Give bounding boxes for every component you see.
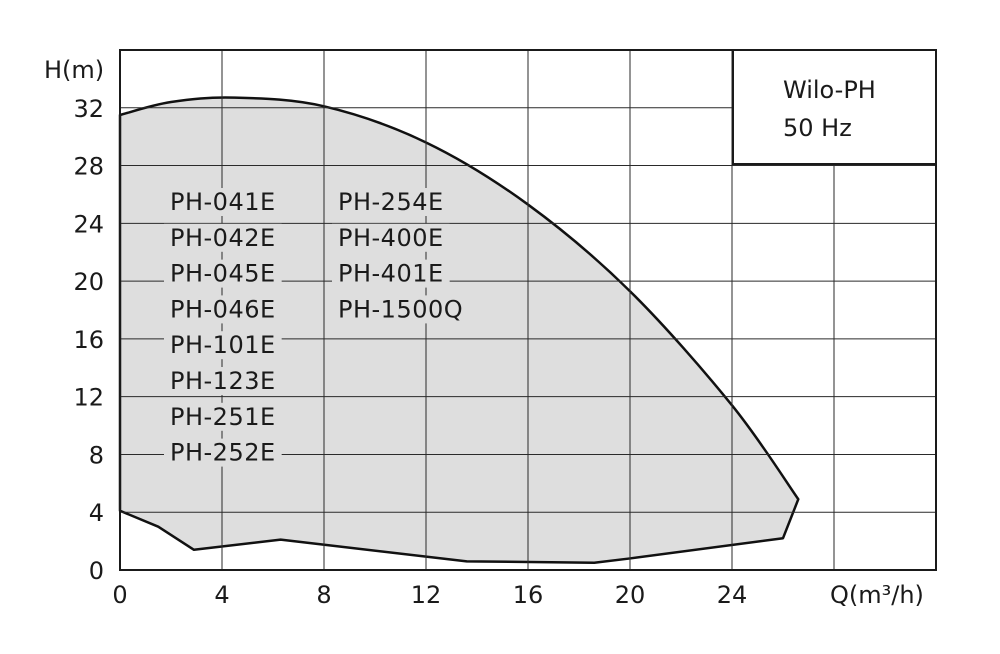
x-tick-label: 4: [214, 581, 229, 609]
info-box-frame: [732, 49, 937, 165]
model-label: PH-1500Q: [338, 295, 463, 323]
model-label-bg: [164, 259, 282, 288]
info-box: Wilo-PH 50 Hz: [732, 49, 937, 165]
y-tick-label: 20: [73, 268, 104, 296]
model-label: PH-254E: [338, 188, 444, 216]
y-tick-label: 0: [89, 557, 104, 585]
model-label-bg: [332, 188, 450, 216]
model-label: PH-042E: [170, 224, 276, 252]
model-label: PH-251E: [170, 403, 276, 431]
x-tick-label: 12: [411, 581, 442, 609]
model-label-bg: [164, 188, 282, 216]
model-label: PH-123E: [170, 367, 276, 395]
plot-frame: [119, 49, 937, 571]
y-tick-label: 4: [89, 499, 104, 527]
info-box-line-2: 50 Hz: [783, 114, 852, 142]
envelope-layer: [118, 96, 800, 565]
model-label-bg: [164, 331, 282, 360]
model-label: PH-252E: [170, 439, 276, 467]
y-tick-label: 28: [73, 153, 104, 181]
model-label-bg: [332, 259, 450, 288]
model-label: PH-046E: [170, 295, 276, 323]
model-label-bg: [332, 295, 470, 324]
x-tick-label: 16: [513, 581, 544, 609]
x-axis-ticks: 0 4 8 12 16 20 24: [112, 581, 747, 609]
model-label-bg: [164, 223, 282, 252]
y-axis-title: H(m): [44, 56, 104, 84]
y-tick-label: 16: [73, 326, 104, 354]
model-label-bg: [164, 402, 282, 431]
model-label: PH-400E: [338, 224, 444, 252]
model-label: PH-041E: [170, 188, 276, 216]
x-axis-title: Q(m³/h): [830, 581, 924, 609]
model-label: PH-101E: [170, 331, 276, 359]
x-tick-label: 24: [717, 581, 748, 609]
info-box-line-1: Wilo-PH: [783, 76, 876, 104]
model-labels: PH-041E PH-042E PH-045E PH-046E PH-101E PH-12…: [164, 188, 470, 467]
model-label-bg: [164, 367, 282, 395]
x-tick-label: 8: [316, 581, 331, 609]
x-tick-label: 20: [615, 581, 646, 609]
y-axis-ticks: 0 4 8 12 16 20 24 28 32: [73, 95, 104, 585]
y-tick-label: 32: [73, 95, 104, 123]
model-label: PH-401E: [338, 260, 444, 288]
model-label-bg: [164, 438, 282, 467]
model-label-bg: [164, 295, 282, 324]
y-tick-label: 12: [73, 384, 104, 412]
y-tick-label: 8: [89, 441, 104, 469]
x-tick-label: 0: [112, 581, 127, 609]
operating-envelope: [118, 96, 800, 565]
model-label: PH-045E: [170, 260, 276, 288]
model-label-bg: [332, 223, 450, 252]
y-tick-label: 24: [73, 210, 104, 238]
